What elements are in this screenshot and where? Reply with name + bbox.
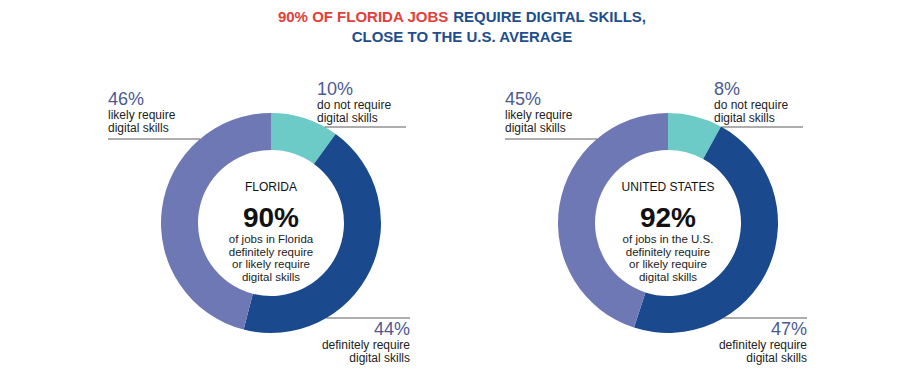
category-label: do not requiredigital skills [714, 98, 788, 125]
center-value: 92% [640, 202, 696, 233]
label-line: digital skills [349, 351, 410, 365]
donut-slice [634, 127, 778, 333]
center-line: definitely require [626, 246, 710, 258]
leader-line [505, 139, 597, 140]
label-line: likely require [108, 108, 176, 122]
data-label: 8% [714, 79, 740, 99]
leader-line [108, 139, 200, 140]
center-line: of jobs in Florida [229, 233, 314, 245]
center-line: or likely require [232, 258, 310, 270]
chart-canvas: 90% OF FLORIDA JOBS REQUIRE DIGITAL SKILL… [0, 0, 924, 389]
center-text: of jobs in Floridadefinitely requireor l… [229, 233, 314, 283]
center-value: 90% [243, 202, 299, 233]
center-text: of jobs in the U.S.definitely requireor … [623, 233, 714, 283]
data-label: 10% [317, 79, 353, 99]
label-line: digital skills [108, 121, 169, 135]
data-label: 44% [374, 319, 410, 339]
center-line: digital skills [639, 271, 697, 283]
label-line: do not require [714, 98, 788, 112]
leader-line [722, 127, 803, 128]
donut-chart [558, 113, 778, 333]
title-line: CLOSE TO THE U.S. AVERAGE [352, 28, 573, 45]
label-line: digital skills [317, 111, 378, 125]
leader-line [325, 127, 406, 128]
center-line: of jobs in the U.S. [623, 233, 714, 245]
label-line: digital skills [505, 121, 566, 135]
category-label: definitely requiredigital skills [719, 338, 807, 365]
center-line: digital skills [242, 271, 300, 283]
label-line: definitely require [719, 338, 807, 352]
center-line: or likely require [629, 258, 707, 270]
label-line: do not require [317, 98, 391, 112]
label-line: digital skills [746, 351, 807, 365]
chart-title: FLORIDA [245, 180, 297, 194]
label-line: digital skills [714, 111, 775, 125]
category-label: do not requiredigital skills [317, 98, 391, 125]
title-highlight: 90% OF FLORIDA JOBS [278, 8, 448, 25]
donut-chart [161, 113, 381, 333]
data-label: 47% [771, 319, 807, 339]
category-label: likely requiredigital skills [108, 108, 176, 135]
category-label: definitely requiredigital skills [322, 338, 410, 365]
label-line: definitely require [322, 338, 410, 352]
category-label: likely requiredigital skills [505, 108, 573, 135]
center-line: definitely require [229, 246, 313, 258]
data-label: 46% [108, 89, 144, 109]
chart-title: UNITED STATES [622, 180, 715, 194]
label-line: likely require [505, 108, 573, 122]
data-label: 45% [505, 89, 541, 109]
title-text: REQUIRE DIGITAL SKILLS, [453, 8, 646, 25]
title-line: 90% OF FLORIDA JOBS REQUIRE DIGITAL SKILL… [278, 8, 646, 25]
